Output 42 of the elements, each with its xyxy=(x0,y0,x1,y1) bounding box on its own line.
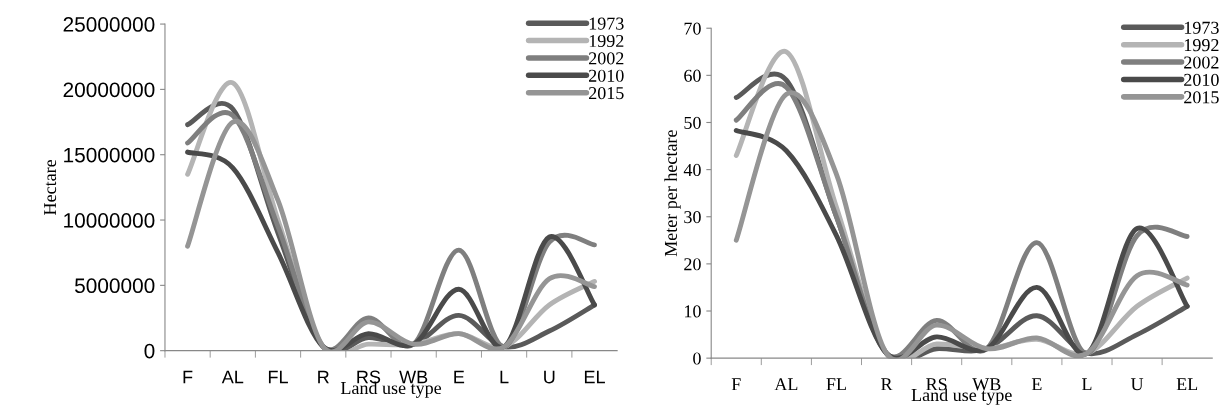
y-tick-label: 40 xyxy=(683,163,701,177)
legend-label: 1992 xyxy=(589,34,624,48)
y-tick-label: 25000000 xyxy=(63,17,155,32)
y-tick-label: 0 xyxy=(693,352,701,365)
x-tick-label: U xyxy=(544,370,555,384)
x-tick-label: FL xyxy=(826,378,846,391)
legend-label: 1992 xyxy=(1184,39,1219,52)
y-tick-label: 0 xyxy=(144,343,155,359)
y-tick-label: 10000000 xyxy=(64,213,155,228)
y-tick-label: 60 xyxy=(684,69,701,82)
legend-label: 2010 xyxy=(589,69,624,82)
x-tick-label: AL xyxy=(774,378,798,391)
y-tick-label: 10 xyxy=(685,305,701,318)
y-axis-title: Hectare xyxy=(44,159,57,215)
x-tick-label: E xyxy=(454,370,465,384)
legend-label: 2010 xyxy=(1184,73,1219,86)
x-tick-label: AL xyxy=(221,370,244,384)
x-tick-label: FL xyxy=(268,370,288,384)
x-tick-label: E xyxy=(1031,378,1042,391)
y-axis-title: Meter per hectare xyxy=(664,130,681,257)
legend-label: 2015 xyxy=(589,87,624,100)
legend-label: 2002 xyxy=(589,52,624,65)
y-tick-label: 15000000 xyxy=(64,147,155,163)
x-tick-label: R xyxy=(318,370,329,384)
x-tick-label: L xyxy=(1081,378,1092,391)
y-tick-label: 30 xyxy=(684,211,701,224)
legend-label: 1973 xyxy=(589,17,624,30)
legend-label: 2015 xyxy=(1184,91,1219,104)
x-tick-label: R xyxy=(881,378,893,391)
y-tick-label: 20000000 xyxy=(63,82,155,98)
y-tick-label: 20 xyxy=(684,258,701,271)
legend-label: 1973 xyxy=(1184,21,1219,34)
x-tick-label: U xyxy=(1130,378,1144,391)
y-tick-label: 50 xyxy=(684,116,701,129)
x-tick-label: L xyxy=(500,370,509,384)
x-tick-label: F xyxy=(183,370,193,384)
x-tick-label: F xyxy=(731,378,741,391)
y-tick-label: 5000000 xyxy=(74,278,155,294)
x-tick-label: EL xyxy=(1176,378,1198,391)
y-tick-label: 70 xyxy=(684,22,701,35)
x-tick-label: EL xyxy=(584,370,605,384)
legend-label: 2002 xyxy=(1184,56,1219,69)
